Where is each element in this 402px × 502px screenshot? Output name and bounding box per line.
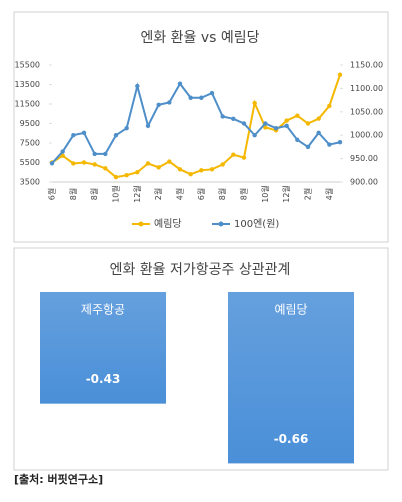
y2-tick-label: 1050.00	[350, 107, 383, 116]
marker	[60, 149, 65, 154]
bar	[40, 292, 166, 404]
marker	[199, 95, 204, 100]
x-tick-label: 6월	[196, 188, 206, 200]
x-tick-label: 8월	[217, 188, 227, 200]
marker	[220, 162, 225, 167]
x-tick-label: 4월	[324, 188, 334, 200]
marker	[124, 125, 129, 131]
x-tick-label: 12월	[132, 185, 142, 203]
marker	[209, 167, 215, 172]
marker	[71, 161, 76, 166]
marker	[103, 151, 108, 157]
marker	[81, 130, 87, 136]
x-tick-label: 8월	[239, 188, 249, 200]
marker	[103, 166, 108, 171]
marker	[49, 161, 55, 166]
y-tick-label: 11500	[15, 100, 40, 109]
marker	[273, 125, 279, 131]
marker	[263, 125, 268, 130]
marker	[220, 114, 225, 119]
legend-label: 예림당	[154, 218, 182, 230]
y-tick-label: 13500	[15, 80, 40, 89]
x-tick-label: 8월	[68, 188, 78, 200]
bar	[228, 292, 354, 464]
marker	[177, 81, 183, 86]
y-tick-label: 5500	[20, 158, 40, 167]
x-tick-label: 10월	[111, 185, 121, 203]
category-label: 제주항공	[81, 303, 125, 317]
chart-title: 엔화 환율 vs 예림당	[140, 30, 259, 46]
marker	[60, 153, 65, 158]
marker	[113, 133, 119, 138]
y2-tick-label: 1150.00	[350, 61, 383, 70]
marker	[135, 170, 140, 175]
marker	[252, 133, 257, 138]
marker	[177, 167, 183, 172]
value-label: -0.43	[86, 372, 121, 386]
y2-tick-label: 1000.00	[350, 131, 383, 140]
x-tick-label: 4월	[175, 188, 185, 200]
x-tick-label: 8월	[89, 188, 99, 200]
marker	[71, 133, 76, 138]
marker	[241, 121, 247, 126]
marker	[337, 140, 343, 145]
x-tick-label: 12월	[281, 185, 291, 203]
marker	[145, 161, 151, 166]
marker	[327, 103, 332, 109]
marker	[113, 174, 119, 180]
marker	[316, 130, 321, 136]
y2-tick-label: 1100.00	[350, 84, 383, 93]
category-label: 예림당	[274, 303, 307, 317]
marker	[252, 100, 257, 106]
y-tick-label: 7500	[20, 139, 40, 148]
marker	[284, 123, 289, 129]
y-tick-label: 9500	[20, 119, 40, 128]
marker	[199, 168, 204, 173]
y-tick-label: 15500	[15, 61, 40, 70]
legend-label: 100엔(원)	[234, 218, 279, 230]
y2-tick-label: 900.00	[350, 178, 378, 187]
marker	[231, 116, 236, 122]
marker	[209, 90, 215, 96]
marker	[337, 72, 343, 77]
x-tick-label: 10월	[260, 185, 270, 203]
marker	[231, 152, 236, 157]
marker	[295, 137, 300, 143]
chart-frame	[13, 11, 389, 243]
legend-marker	[138, 221, 144, 227]
marker	[124, 172, 129, 178]
marker	[188, 95, 193, 100]
source: [출처: 버핏연구소]	[14, 472, 103, 486]
marker	[263, 121, 268, 126]
marker	[145, 123, 151, 129]
marker	[156, 165, 161, 170]
marker	[305, 121, 311, 126]
legend-marker	[218, 221, 224, 227]
marker	[92, 151, 97, 157]
marker	[92, 162, 97, 167]
marker	[327, 142, 332, 147]
x-tick-label: 6월	[47, 188, 57, 200]
x-tick-label: 2월	[153, 188, 163, 200]
marker	[81, 160, 87, 165]
marker	[295, 113, 300, 118]
chart-title: 엔화 환율 저가항공주 상관관계	[110, 262, 291, 278]
y2-tick-label: 950.00	[350, 154, 378, 163]
marker	[241, 155, 247, 160]
marker	[188, 172, 193, 177]
line	[51, 81, 341, 164]
marker	[305, 144, 311, 150]
line	[51, 74, 341, 179]
value-label: -0.66	[274, 432, 309, 446]
marker	[135, 83, 140, 89]
marker	[284, 118, 289, 123]
marker	[167, 100, 172, 105]
x-tick-label: 2월	[303, 188, 313, 200]
marker	[167, 159, 172, 164]
y-tick-label: 3500	[20, 178, 40, 187]
marker	[156, 102, 161, 107]
marker	[316, 116, 321, 121]
